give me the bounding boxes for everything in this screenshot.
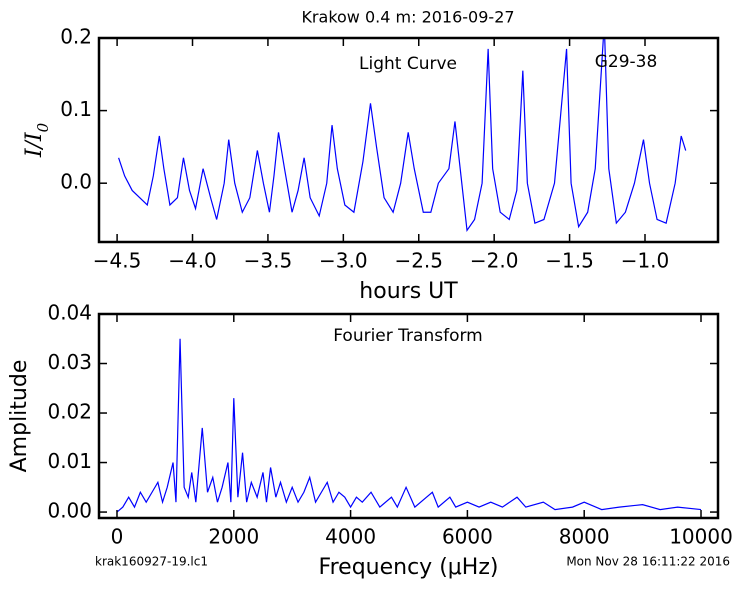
footer-left: krak160927-19.lc1 xyxy=(95,555,208,569)
x-tick-label: −3.0 xyxy=(319,249,368,273)
y-tick-label: 0.02 xyxy=(47,400,92,424)
x-tick-label: 4000 xyxy=(325,525,376,549)
y-axis-label: Amplitude xyxy=(7,360,32,473)
axes-frame xyxy=(97,312,720,520)
footer-right: Mon Nov 28 16:11:22 2016 xyxy=(566,555,730,569)
x-axis-label: Frequency (μHz) xyxy=(319,555,499,580)
axes-frame xyxy=(97,36,720,244)
y-axis-label-part: Amplitude xyxy=(7,360,32,473)
x-tick-label: 8000 xyxy=(559,525,610,549)
y-axis-label: I/I0 xyxy=(22,122,52,158)
y-axis-label-part: I/I xyxy=(22,131,47,158)
x-tick-label: 10000 xyxy=(669,525,733,549)
y-tick-label: 0.2 xyxy=(60,25,92,49)
annotation: Light Curve xyxy=(359,54,457,74)
y-tick-label: 0.03 xyxy=(47,350,92,374)
annotation: Fourier Transform xyxy=(333,326,482,346)
x-tick-label: −1.0 xyxy=(621,249,670,273)
y-tick-label: 0.0 xyxy=(60,170,92,194)
y-tick-label: 0.00 xyxy=(47,499,92,523)
x-tick-label: −4.0 xyxy=(168,249,217,273)
y-tick-label: 0.01 xyxy=(47,449,92,473)
y-tick-label: 0.04 xyxy=(47,301,92,325)
x-tick-label: 6000 xyxy=(442,525,493,549)
x-tick-label: −1.5 xyxy=(545,249,594,273)
chart-title: Krakow 0.4 m: 2016-09-27 xyxy=(301,8,514,27)
data-line xyxy=(116,338,702,513)
annotation: G29-38 xyxy=(595,52,658,72)
x-axis-label: hours UT xyxy=(359,279,458,304)
x-tick-label: −3.5 xyxy=(244,249,293,273)
x-tick-label: −2.5 xyxy=(394,249,443,273)
x-tick-label: 2000 xyxy=(208,525,259,549)
y-tick-label: 0.1 xyxy=(60,97,92,121)
x-tick-label: 0 xyxy=(111,525,124,549)
x-tick-label: −4.5 xyxy=(93,249,142,273)
y-axis-label-part: 0 xyxy=(34,122,52,132)
data-line xyxy=(118,38,687,233)
x-tick-label: −2.0 xyxy=(470,249,519,273)
